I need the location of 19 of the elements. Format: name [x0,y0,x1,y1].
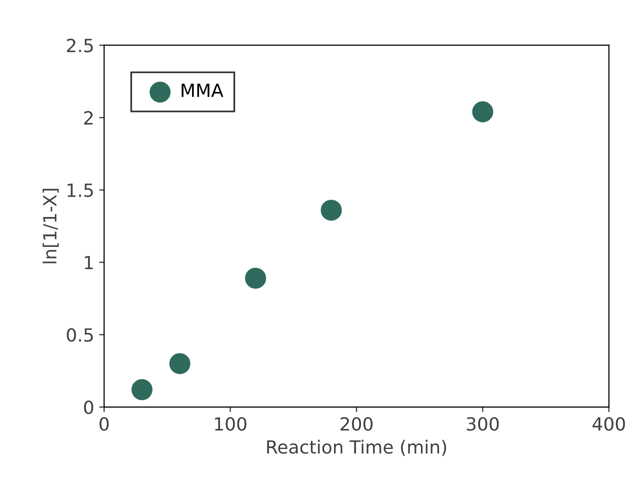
y-tick-label: 2 [84,111,93,124]
x-tick-label: 100 [215,417,246,431]
y-tick-label: 0 [84,400,94,414]
legend-label: MMA [182,84,224,97]
point [320,200,342,221]
x-tick-label: 400 [592,417,625,431]
x-tick-label: 0 [100,417,109,431]
x-tick-label: 200 [340,417,373,431]
x-tick-label: 300 [466,417,499,431]
point [169,353,190,374]
y-tick-label: 0.5 [66,328,93,342]
y-tick-label: 1.5 [68,184,93,198]
y-axis-title: ln[1/1-X] [42,188,59,264]
y-tick-label: 2.5 [67,38,93,52]
y-tick-label: 1 [84,256,93,270]
point [131,379,152,400]
point [245,268,266,289]
point [472,101,494,122]
x-axis-title: Reaction Time (min) [267,440,446,456]
